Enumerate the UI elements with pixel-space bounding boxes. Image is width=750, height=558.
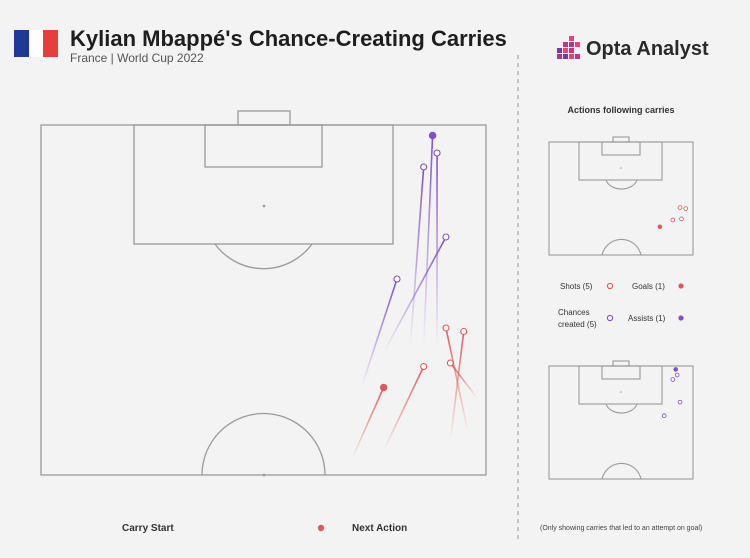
mini-chances-markers: [661, 367, 683, 419]
shot-marker: [442, 324, 450, 332]
flag-blue-stripe: [14, 30, 29, 57]
carry-start-label: Carry Start: [122, 523, 174, 534]
carry-layer: [351, 131, 478, 458]
legend-chance-marker: [606, 314, 614, 322]
pitch-outline: [40, 124, 487, 476]
legend-goal-marker: [678, 283, 684, 289]
mini-action-marker: [677, 399, 683, 405]
chance-marker: [433, 149, 441, 157]
goal: [237, 110, 291, 126]
legend-goals-label: Goals (1): [632, 282, 665, 291]
penalty-arc: [214, 243, 313, 270]
chance-carry-line: [422, 135, 434, 346]
chance-carry-line: [360, 278, 398, 388]
goal-marker: [379, 383, 388, 392]
footnote: (Only showing carries that led to an att…: [540, 525, 703, 532]
shot-carry-line: [351, 387, 385, 458]
chart-title: Kylian Mbappé's Chance-Creating Carries: [70, 26, 507, 51]
mini-pitch-chances: [548, 360, 694, 480]
mini-action-marker: [670, 377, 676, 382]
legend-assist-marker: [678, 315, 684, 321]
chance-marker: [442, 233, 450, 241]
legend-assists-label: Assists (1): [628, 314, 666, 323]
mini-action-marker: [683, 206, 689, 211]
chart-subtitle: France | World Cup 2022: [70, 51, 204, 65]
legend-shot-marker: [606, 282, 614, 290]
flag-red-stripe: [43, 30, 59, 57]
mini-pitch-shots: [548, 136, 694, 256]
france-flag: [14, 30, 59, 57]
main-pitch: [40, 110, 487, 477]
shot-marker: [460, 327, 468, 336]
six-yard-box: [204, 124, 323, 168]
chance-carry-line: [382, 236, 447, 353]
assist-marker: [428, 131, 437, 140]
shot-carry-line: [449, 331, 465, 441]
brand-logo: Opta Analyst: [555, 36, 709, 62]
next-action-label: Next Action: [352, 523, 408, 534]
legend-shots-label: Shots (5): [560, 282, 593, 291]
mini-assist-marker: [673, 367, 679, 372]
flag-white-stripe: [28, 30, 44, 57]
carry-legend-dot: [317, 524, 325, 532]
mini-action-marker: [661, 413, 667, 419]
mini-action-marker: [679, 216, 684, 222]
centre-spot: [262, 473, 266, 477]
chance-carry-line: [409, 166, 425, 346]
sidebar-title: Actions following carries: [567, 105, 675, 115]
shot-marker: [420, 362, 428, 371]
brand-name: Opta Analyst: [586, 37, 709, 60]
mini-action-marker: [670, 217, 676, 223]
shot-carry-line: [382, 366, 425, 451]
chance-marker: [393, 275, 401, 283]
mini-action-marker: [677, 205, 683, 210]
opta-pixel-logo-icon: [557, 36, 580, 59]
penalty-box: [133, 124, 394, 245]
mini-action-marker: [674, 372, 680, 378]
legend-chances-label: Chances created (5): [558, 308, 597, 329]
penalty-spot: [262, 204, 266, 208]
mini-shots-markers: [657, 205, 689, 230]
mini-goal-marker: [657, 224, 663, 230]
centre-circle: [201, 412, 326, 476]
chance-marker: [420, 163, 428, 171]
